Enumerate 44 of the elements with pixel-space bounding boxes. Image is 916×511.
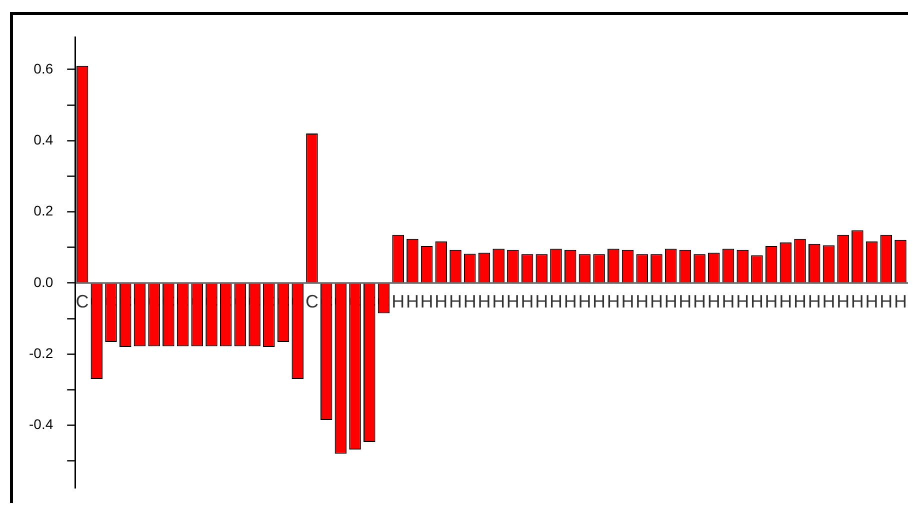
x-tick-label: H [894,292,907,312]
x-tick-label: H [449,292,462,312]
x-tick-label: H [406,292,419,312]
x-tick-label: H [664,292,678,312]
x-tick-label: H [535,292,548,312]
y-tick-label: -0.4 [29,416,54,432]
x-tick-label: H [463,292,476,312]
x-tick-label: H [736,292,750,312]
x-tick-label: H [865,292,878,312]
x-tick-label: H [750,292,764,312]
x-tick-label: C [76,292,89,312]
x-tick-label: H [880,292,893,312]
x-tick-label: H [564,292,577,312]
x-tick-label: H [779,292,792,312]
x-tick-label: H [850,292,864,312]
x-tick-label: H [434,292,448,312]
x-tick-label: H [808,292,821,312]
x-tick-label: C [305,292,318,312]
x-tick-label: H [592,292,606,312]
x-tick-label: H [606,292,620,312]
x-tick-label: H [822,292,836,312]
y-tick-label: 0.0 [34,274,54,290]
x-tick-label: H [693,292,706,312]
x-tick-label: H [506,292,520,312]
x-tick-label: H [722,292,735,312]
x-tick-label: H [636,292,649,312]
x-tick-label: H [794,292,807,312]
x-tick-label: H [549,292,562,312]
x-tick-label: H [520,292,534,312]
x-tick-label: H [478,292,491,312]
x-tick-label: H [836,292,850,312]
x-tick-label: H [578,292,592,312]
y-tick-label: -0.2 [29,345,54,361]
x-tick-label: H [492,292,506,312]
x-tick-label: H [678,292,692,312]
y-tick-label: 0.6 [34,60,54,76]
x-tick-label: H [650,292,663,312]
x-tick-label: H [621,292,634,312]
x-tick-label: H [764,292,778,312]
x-tick-label: H [420,292,434,312]
x-tick-label: H [707,292,720,312]
x-tick-label: H [392,292,405,312]
y-tick-label: 0.4 [34,131,54,148]
y-tick-label: 0.2 [34,202,54,219]
